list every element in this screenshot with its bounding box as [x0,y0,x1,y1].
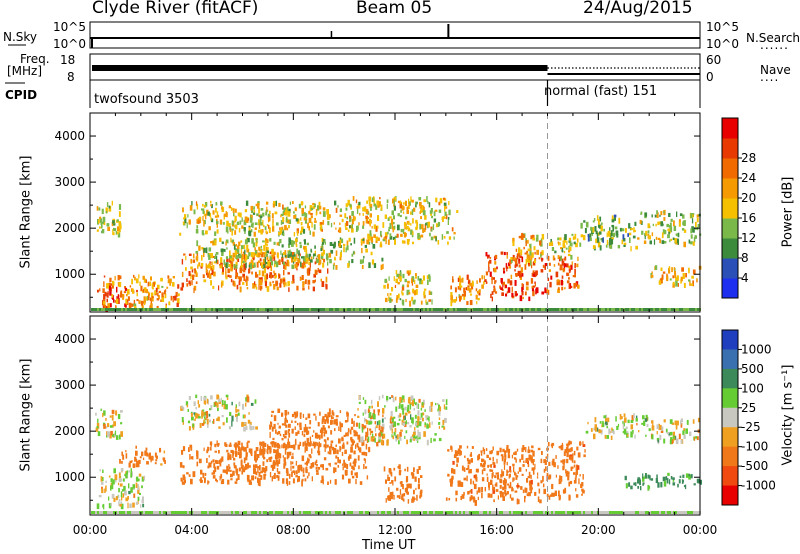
nsearch-legend: ...... [760,38,789,52]
power-colorbar-segment [722,158,738,179]
velocity-colorbar-segment [722,388,738,409]
nsearch-label: N.Search [746,31,800,45]
xtick-label-0: 00:00 [73,523,108,537]
nsky-bottom: 10^0 [53,37,86,51]
power-ytick-label-0: 1000 [54,267,85,281]
power-panel-frame [89,112,701,313]
power-colorbar-segment [722,138,738,159]
nave-legend: .... [760,70,780,84]
velocity-colorbar-label-7: -1000 [741,479,776,493]
power-ytick-label-3: 4000 [54,129,85,143]
xtick-label-1: 04:00 [174,523,209,537]
velocity-colorbar-segment [722,446,738,467]
xtick-label-2: 08:00 [276,523,311,537]
velocity-colorbar-segment [722,330,738,350]
xtick-label-6: 00:00 [683,523,718,537]
nave-label: Nave [760,63,791,77]
xaxis-label: Time UT [362,538,416,553]
station-title: Clyde River (fitACF) [92,0,259,18]
velocity-ytick-label-0: 1000 [54,470,85,484]
power-colorbar-segment [722,198,738,219]
xtick-label-3: 12:00 [378,523,413,537]
velocity-panel-frame [89,315,701,516]
nave-bottom: 0 [706,70,714,84]
power-colorbar-segment [722,278,738,299]
velocity-colorbar-segment [722,407,738,428]
cpid-mode-1: twofsound 3503 [94,92,199,107]
power-ytick-label-2: 3000 [54,175,85,189]
velocity-colorbar-label-3: 25 [741,401,756,415]
velocity-ytick-label-2: 3000 [54,378,85,392]
velocity-colorbar-frame [721,329,739,506]
power-ytick-label-1: 2000 [54,221,85,235]
nsearch-bottom: 10^0 [706,37,739,51]
power-colorbar-label-4: 20 [741,191,756,205]
velocity-colorbar-segment [722,485,738,506]
power-colorbar-label-5: 24 [741,171,756,185]
power-colorbar-label-6: 28 [741,151,756,165]
freq-unit: [MHz] [7,64,43,78]
power-colorbar-label-3: 16 [741,211,756,225]
velocity-colorbar-segment [722,349,738,370]
velocity-colorbar-label-2: 100 [741,381,764,395]
freq-panel-frame [89,53,701,81]
freq-bottom: 8 [67,70,75,84]
power-colorbar-frame [721,117,739,299]
velocity-ytick-label-3: 4000 [54,332,85,346]
nsky-label: N.Sky [3,30,38,44]
velocity-colorbar-segment [722,368,738,389]
power-colorbar-segment [722,238,738,259]
date-title: 24/Aug/2015 [583,0,693,18]
nsearch-top: 10^5 [706,20,739,34]
sky-panel-frame [89,21,701,49]
power-colorbar-segment [722,218,738,239]
power-colorbar-segment [722,258,738,279]
velocity-ytick-label-1: 2000 [54,424,85,438]
velocity-colorbar-label-1: 500 [741,362,764,376]
freq-trace-mode1 [92,65,548,71]
freq-label: Freq. [20,52,50,66]
velocity-colorbar-label-0: 1000 [741,342,772,356]
power-colorbar-segment [722,178,738,199]
velocity-data-layer [91,394,702,514]
power-colorbar-label-0: 4 [741,271,749,285]
power-colorbar-segment [722,118,738,139]
nsky-top: 10^5 [53,20,86,34]
velocity-colorbar-label-5: -100 [741,440,768,454]
beam-title: Beam 05 [356,0,433,18]
velocity-colorbar-segment [722,466,738,487]
velocity-colorbar-label-6: -500 [741,459,768,473]
freq-top: 18 [60,53,76,67]
velocity-colorbar-segment [722,427,738,448]
power-colorbar-label-1: 8 [741,251,749,265]
velocity-colorbar-label-4: -25 [741,420,761,434]
power-data-layer [91,196,702,312]
xtick-label-5: 20:00 [581,523,616,537]
cpid-mode-2: normal (fast) 151 [544,84,658,99]
cpid-label: CPID [5,88,38,102]
xtick-label-4: 16:00 [479,523,514,537]
power-colorbar-label-2: 12 [741,231,756,245]
nave-top: 60 [706,53,722,67]
